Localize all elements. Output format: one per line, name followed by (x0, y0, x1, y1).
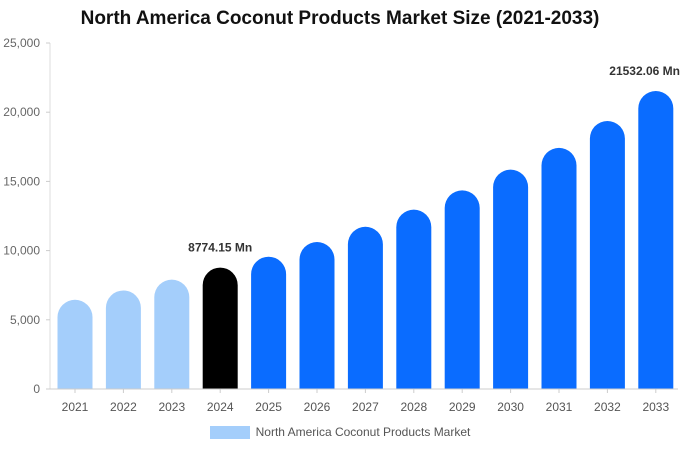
x-tick-label: 2031 (546, 400, 573, 414)
bar-2032 (589, 121, 625, 389)
data-label-2024: 8774.15 Mn (188, 241, 252, 255)
legend: North America Coconut Products Market (0, 425, 680, 439)
x-tick-label: 2030 (497, 400, 524, 414)
bar-2033 (638, 90, 674, 390)
bar-2023 (154, 279, 190, 389)
x-tick-label: 2026 (304, 400, 331, 414)
bar-2022 (105, 290, 141, 389)
x-tick-label: 2029 (449, 400, 476, 414)
legend-swatch (209, 425, 250, 439)
x-tick-label: 2028 (400, 400, 427, 414)
legend-label: North America Coconut Products Market (255, 425, 471, 439)
bar-2027 (347, 226, 383, 389)
x-tick-label: 2027 (352, 400, 379, 414)
chart-title: North America Coconut Products Market Si… (80, 8, 600, 29)
x-tick-label: 2023 (158, 400, 185, 414)
y-tick-label: 20,000 (3, 105, 40, 119)
data-label-2033: 21532.06 Mn (609, 64, 680, 78)
x-axis: 2021 2022 2023 2024 2025 2026 2027 2028 2029 2030… (50, 388, 678, 414)
bar-2029 (444, 190, 480, 389)
y-tick-label: 5,000 (10, 313, 40, 327)
y-tick-label: 10,000 (3, 244, 40, 258)
bar-2031 (541, 147, 577, 389)
y-tick-label: 15,000 (3, 174, 40, 188)
data-labels: 8774.15 Mn 21532.06 Mn (188, 64, 680, 255)
y-tick-label: 0 (33, 382, 40, 396)
bar-2030 (493, 169, 529, 389)
x-tick-label: 2032 (594, 400, 621, 414)
x-tick-label: 2021 (62, 400, 89, 414)
bar-2026 (299, 242, 335, 389)
bar-2021 (57, 299, 93, 389)
x-tick-label: 2022 (110, 400, 137, 414)
x-tick-label: 2033 (642, 400, 669, 414)
bar-2024 (202, 267, 238, 389)
x-tick-label: 2025 (255, 400, 282, 414)
bar-2025 (251, 256, 287, 389)
y-axis: 0 5,000 10,000 15,000 20,000 25,000 (3, 36, 51, 396)
bar-2028 (396, 209, 432, 389)
x-tick-label: 2024 (207, 400, 234, 414)
bars (57, 90, 674, 390)
y-tick-label: 25,000 (3, 36, 40, 50)
